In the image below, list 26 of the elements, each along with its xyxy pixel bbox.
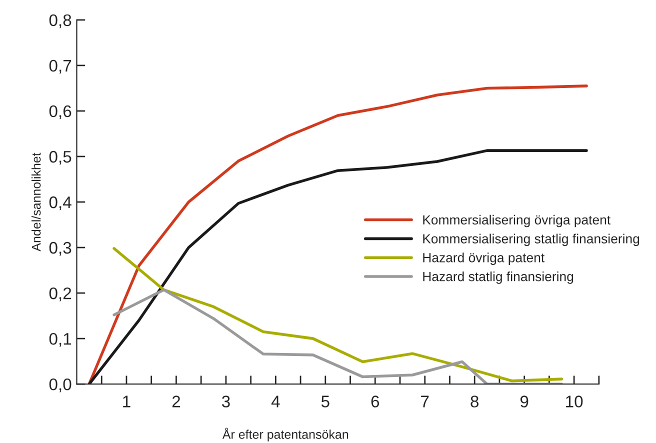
legend-label: Hazard statlig finansiering	[423, 272, 574, 284]
x-tick-label: 4	[271, 396, 280, 408]
y-tick-label: 0,6	[49, 105, 72, 120]
legend-label: Kommersialisering statlig finansiering	[423, 234, 640, 246]
x-tick-label: 3	[222, 396, 230, 408]
legend-label: Kommersialisering övriga patent	[423, 214, 610, 228]
x-tick-label: 1	[123, 396, 130, 408]
x-axis-title: År efter patentansökan	[222, 428, 348, 442]
y-tick-label: 0,8	[49, 14, 72, 28]
y-tick-label: 0,1	[49, 332, 72, 347]
y-tick-label: 0,3	[49, 242, 72, 256]
x-tick-label: 5	[321, 396, 330, 408]
x-tick-label: 10	[566, 396, 583, 408]
x-tick-label: 9	[520, 396, 528, 408]
x-tick-label: 2	[172, 396, 180, 408]
legend-label: Hazard övriga patent	[423, 252, 545, 265]
y-tick-label: 0,0	[49, 378, 72, 392]
y-tick-label: 0,2	[49, 287, 72, 302]
x-tick-label: 7	[421, 396, 429, 408]
y-tick-label: 0,5	[49, 150, 72, 165]
x-tick-label: 6	[371, 396, 380, 408]
y-tick-label: 0,4	[49, 196, 72, 210]
y-tick-label: 0,7	[49, 60, 72, 74]
line-series	[112, 288, 564, 384]
x-tick-label: 8	[470, 396, 479, 408]
y-axis-title: Andel/sannolikhet	[32, 152, 41, 252]
